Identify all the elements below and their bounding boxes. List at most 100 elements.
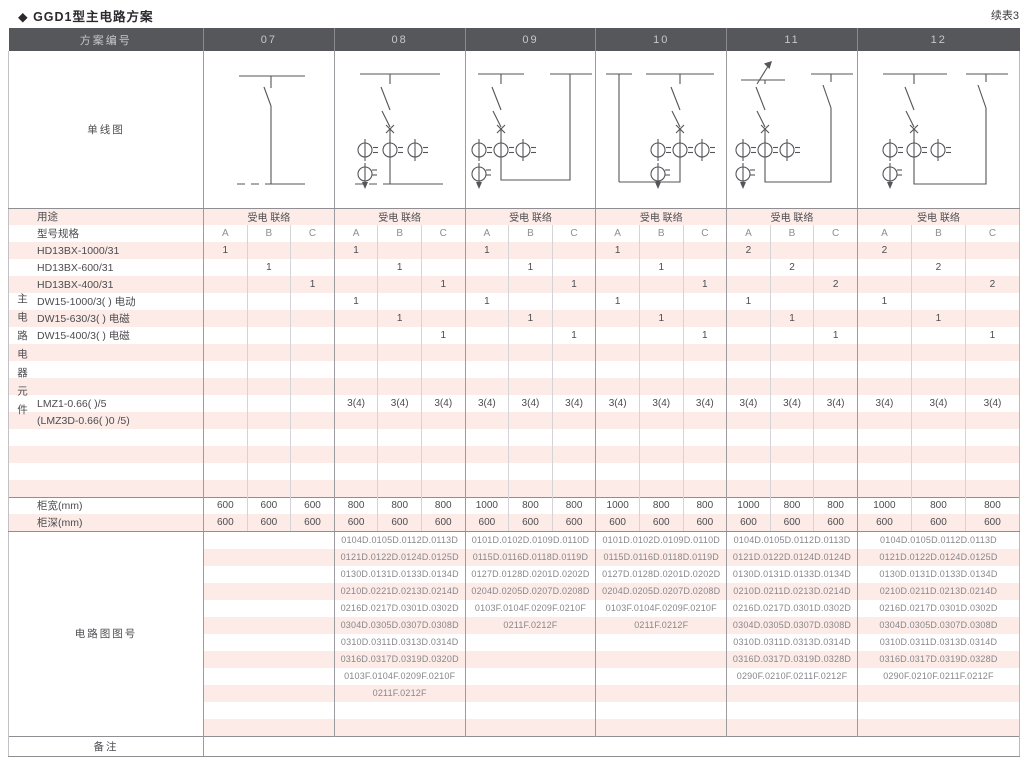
empty-cell bbox=[551, 446, 596, 463]
empty-cell bbox=[964, 463, 1021, 480]
value-cell: 600 bbox=[856, 514, 912, 532]
diagram-number-line bbox=[727, 684, 857, 702]
single-line-diagram-07 bbox=[237, 75, 305, 185]
scheme-07-header: 07 bbox=[203, 28, 335, 51]
component-name: DW15-400/3( ) 电磁 bbox=[8, 327, 204, 344]
value-cell bbox=[682, 242, 727, 259]
value-cell bbox=[726, 310, 771, 327]
value-cell: 1 bbox=[638, 310, 684, 327]
value-cell bbox=[333, 412, 378, 429]
usage-cell: 受电 联络 bbox=[595, 208, 727, 225]
empty-cell bbox=[595, 344, 640, 361]
value-cell: 800 bbox=[813, 496, 858, 514]
value-cell: 600 bbox=[508, 514, 553, 532]
value-cell: 1 bbox=[910, 310, 966, 327]
value-cell bbox=[682, 259, 727, 276]
value-cell bbox=[333, 259, 378, 276]
empty-cell bbox=[551, 480, 596, 497]
scheme-08-header: 08 bbox=[333, 28, 466, 51]
empty-cell bbox=[856, 344, 912, 361]
empty-cell bbox=[964, 480, 1021, 497]
usage-cell: 受电 联络 bbox=[856, 208, 1021, 225]
value-cell: 3(4) bbox=[508, 395, 553, 412]
value-cell: 800 bbox=[682, 496, 727, 514]
diagram-numbers-col-10: 0101D.0102D.0109D.0110D 0115D.0116D.0118D… bbox=[595, 531, 727, 736]
value-cell: 800 bbox=[551, 496, 596, 514]
single-line-diagram-12 bbox=[882, 73, 1008, 190]
value-cell: C bbox=[551, 225, 596, 242]
value-cell bbox=[203, 293, 248, 310]
value-cell: 600 bbox=[813, 514, 858, 532]
value-cell: 600 bbox=[377, 514, 422, 532]
value-cell bbox=[290, 310, 335, 327]
value-cell: 800 bbox=[910, 496, 966, 514]
empty-cell bbox=[813, 378, 858, 395]
value-cell: B bbox=[910, 225, 966, 242]
value-cell bbox=[856, 276, 912, 293]
empty-cell bbox=[508, 429, 553, 446]
diagram-number-line bbox=[204, 566, 333, 583]
value-cell: 1 bbox=[682, 327, 727, 344]
value-cell bbox=[964, 412, 1021, 429]
empty-cell bbox=[290, 429, 335, 446]
value-cell: C bbox=[813, 225, 858, 242]
diagram-number-line bbox=[204, 650, 334, 668]
empty-cell bbox=[910, 480, 966, 497]
component-name: HD13BX-600/31 bbox=[8, 259, 204, 276]
empty-cell bbox=[813, 344, 858, 361]
scheme-10-header: 10 bbox=[595, 28, 727, 51]
value-cell: B bbox=[508, 225, 553, 242]
empty-cell bbox=[856, 378, 912, 395]
empty-cell bbox=[769, 429, 814, 446]
value-cell: 600 bbox=[420, 514, 466, 532]
empty-cell bbox=[333, 429, 378, 446]
value-cell bbox=[508, 242, 553, 259]
diagram-number-line bbox=[204, 634, 333, 651]
value-cell: 2 bbox=[813, 276, 858, 293]
empty-cell bbox=[551, 378, 596, 395]
component-row: HD13BX-400/31 1 1 1 1 2 2 bbox=[8, 276, 1021, 293]
value-cell bbox=[508, 293, 553, 310]
empty-cell bbox=[203, 429, 248, 446]
empty-cell bbox=[682, 463, 727, 480]
diagram-number-line: 0121D.0122D.0124D.0125D bbox=[335, 548, 465, 566]
diagram-number-line: 0310D.0311D.0313D.0314D bbox=[879, 636, 998, 647]
value-cell: B bbox=[638, 225, 684, 242]
value-cell: 1 bbox=[290, 276, 335, 293]
empty-label bbox=[8, 429, 204, 446]
value-cell bbox=[246, 327, 291, 344]
value-cell bbox=[856, 310, 912, 327]
value-cell: 1000 bbox=[464, 496, 509, 514]
empty-cell bbox=[682, 361, 727, 378]
value-cell: 600 bbox=[638, 514, 684, 532]
component-row: DW15-630/3( ) 电磁 1 1 1 1 1 bbox=[8, 310, 1021, 327]
empty-label bbox=[8, 361, 204, 378]
empty-cell bbox=[464, 446, 509, 463]
empty-cell bbox=[290, 361, 335, 378]
value-cell: 600 bbox=[682, 514, 727, 532]
component-row: HD13BX-1000/31 1 1 1 1 2 2 bbox=[8, 242, 1021, 259]
single-line-diagram-10 bbox=[606, 73, 716, 190]
continued-table-label: 续表3 bbox=[990, 10, 1019, 22]
value-cell bbox=[964, 242, 1021, 259]
empty-cell bbox=[726, 480, 771, 497]
value-cell bbox=[464, 310, 509, 327]
empty-cell bbox=[813, 361, 858, 378]
diagram-number-line: 0104D.0105D.0112D.0113D bbox=[880, 534, 997, 545]
value-cell: 600 bbox=[203, 514, 248, 532]
empty-row bbox=[8, 361, 1021, 378]
value-cell bbox=[203, 395, 248, 412]
value-cell bbox=[726, 276, 771, 293]
empty-cell bbox=[246, 446, 291, 463]
value-cell bbox=[813, 412, 858, 429]
empty-cell bbox=[420, 446, 466, 463]
empty-row bbox=[8, 463, 1021, 480]
diagram-number-line bbox=[596, 650, 727, 668]
diagram-number-line: 0204D.0205D.0207D.0208D bbox=[596, 582, 727, 600]
empty-label bbox=[8, 463, 204, 480]
value-cell bbox=[638, 242, 684, 259]
value-cell: 3(4) bbox=[595, 395, 640, 412]
value-cell: 800 bbox=[964, 496, 1021, 514]
empty-cell bbox=[551, 429, 596, 446]
empty-cell bbox=[856, 446, 912, 463]
